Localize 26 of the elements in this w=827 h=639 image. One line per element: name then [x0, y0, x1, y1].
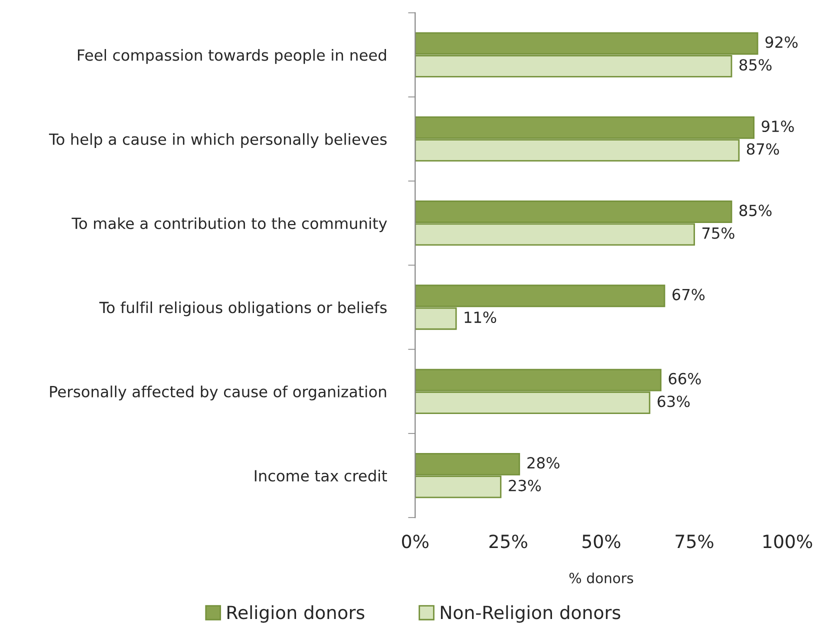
data-label: 66%: [668, 372, 701, 384]
data-label: 92%: [765, 36, 798, 48]
x-tick-label: 25%: [489, 534, 528, 548]
x-tick-label: 100%: [763, 534, 812, 548]
legend-label: Religion donors: [228, 605, 364, 623]
y-tick-label: Feel compassion towards people in need: [78, 49, 386, 64]
legend-label: Non-Religion donors: [440, 605, 620, 623]
data-label: 85%: [739, 204, 772, 216]
data-label: 23%: [508, 480, 541, 492]
y-tick-label: To help a cause in which personally believes: [48, 133, 387, 148]
x-tick-label: 75%: [676, 534, 714, 548]
data-label: 91%: [762, 120, 794, 132]
data-label: 63%: [658, 396, 690, 408]
x-tick-label: 50%: [582, 534, 620, 548]
y-tick-label: Personally affected by cause of organization: [50, 386, 386, 400]
data-label: 75%: [702, 227, 734, 239]
x-tick-label: 0%: [402, 534, 428, 548]
y-tick-label: To make a contribution to the community: [72, 217, 387, 232]
y-tick-label: To fulfil religious obligations or beliefs: [99, 301, 387, 316]
data-label: 85%: [739, 59, 772, 71]
data-label: 11%: [464, 311, 496, 324]
data-label: 67%: [672, 288, 705, 300]
data-label: 28%: [527, 457, 560, 469]
data-label: 87%: [746, 143, 779, 155]
x-axis-title: % donors: [569, 572, 634, 584]
y-tick-label: Income tax credit: [254, 470, 388, 482]
